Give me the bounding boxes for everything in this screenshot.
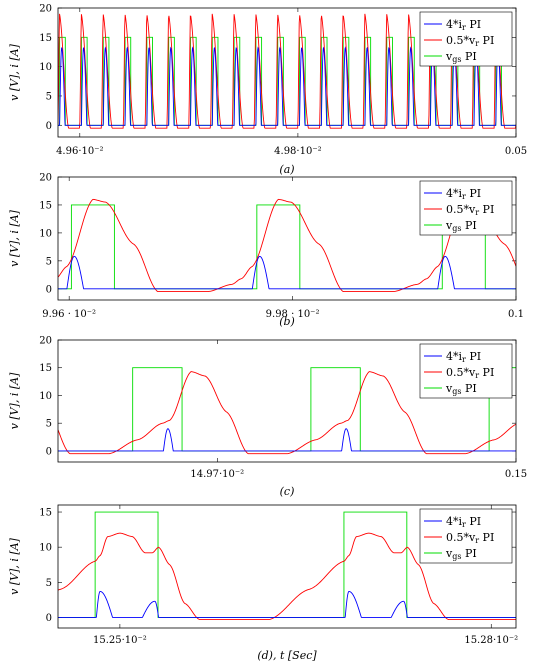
series-ir bbox=[58, 46, 516, 126]
y-tick-label: 10 bbox=[39, 228, 52, 239]
y-tick-label: 20 bbox=[39, 4, 52, 15]
y-tick-label: 0 bbox=[46, 613, 52, 624]
y-axis-label: v [V], i [A] bbox=[8, 209, 21, 266]
y-tick-label: 0 bbox=[46, 121, 52, 132]
y-tick-label: 15 bbox=[39, 508, 52, 519]
y-tick-label: 15 bbox=[39, 363, 52, 374]
x-tick-label: 14.97·10⁻² bbox=[190, 469, 244, 480]
plot-area bbox=[58, 367, 516, 455]
series-vr bbox=[58, 198, 516, 293]
y-tick-label: 10 bbox=[39, 62, 52, 73]
legend: 4*ir PI 0.5*vr PI vgs PI bbox=[419, 11, 513, 67]
chart-panel-3: 0 5 10 15 20 14.97·10⁻² 0.15 v [V], i [A] (c) 4*i… bbox=[8, 336, 527, 499]
y-tick-label: 5 bbox=[46, 256, 52, 267]
series-ir bbox=[58, 590, 516, 618]
legend-entry: 4*ir PI bbox=[446, 187, 481, 201]
legend-entry: 4*ir PI bbox=[446, 350, 481, 364]
axes-frame bbox=[57, 504, 517, 629]
panel-caption: (b) bbox=[279, 315, 295, 328]
chart-panel-2: 0 5 10 15 20 9.96 · 10⁻² 9.98 · 10⁻² 0.1 v [V], … bbox=[8, 173, 524, 329]
chart-panel-1: 0 5 10 15 20 4.96·10⁻² 4.98·10⁻² 0.05 v [V], i [… bbox=[8, 4, 527, 177]
legend: 4*ir PI 0.5*vr PI vgs PI bbox=[419, 180, 513, 236]
plot-area bbox=[58, 198, 516, 293]
y-tick-label: 20 bbox=[39, 173, 52, 184]
legend-entry: vgs PI bbox=[445, 382, 477, 396]
y-tick-label: 5 bbox=[46, 578, 52, 589]
legend-entry: 4*ir PI bbox=[446, 515, 481, 529]
legend-entry: 4*ir PI bbox=[446, 18, 481, 32]
x-tick-label: 4.96·10⁻² bbox=[56, 146, 103, 157]
plot-area bbox=[58, 13, 516, 129]
series-vr bbox=[58, 13, 516, 129]
axes-frame bbox=[57, 176, 517, 301]
legend: 4*ir PI 0.5*vr PI vgs PI bbox=[419, 343, 513, 399]
plot-area bbox=[58, 511, 516, 621]
y-tick-label: 5 bbox=[46, 91, 52, 102]
series-ir bbox=[58, 428, 516, 452]
legend-entry: 0.5*vr PI bbox=[446, 366, 494, 380]
panel-caption: (c) bbox=[280, 485, 295, 498]
legend-entry: 0.5*vr PI bbox=[446, 203, 494, 217]
panel-caption: (a) bbox=[279, 163, 294, 176]
chart-panel-4: 0 5 10 15 15.25·10⁻² 15.28·10⁻² v [V], i [A] (d… bbox=[8, 504, 518, 662]
y-tick-label: 10 bbox=[39, 543, 52, 554]
y-tick-label: 20 bbox=[39, 336, 52, 347]
series-ir bbox=[58, 255, 516, 290]
legend-entry: vgs PI bbox=[445, 219, 477, 233]
y-axis-label: v [V], i [A] bbox=[8, 537, 21, 594]
axes-frame bbox=[57, 339, 517, 463]
legend: 4*ir PI 0.5*vr PI vgs PI bbox=[419, 508, 513, 564]
axes-frame bbox=[57, 7, 517, 138]
y-tick-label: 15 bbox=[39, 33, 52, 44]
series-vr bbox=[58, 371, 516, 455]
y-axis-label: v [V], i [A] bbox=[8, 372, 21, 429]
x-tick-label: 9.98 · 10⁻² bbox=[266, 309, 320, 320]
y-tick-label: 5 bbox=[46, 419, 52, 430]
x-tick-label: 9.96 · 10⁻² bbox=[42, 309, 96, 320]
panel-caption: (d), t [Sec] bbox=[257, 649, 317, 662]
series-vr bbox=[58, 532, 516, 621]
legend-entry: vgs PI bbox=[445, 547, 477, 561]
y-tick-label: 0 bbox=[46, 446, 52, 457]
y-tick-label: 0 bbox=[46, 284, 52, 295]
legend-entry: 0.5*vr PI bbox=[446, 34, 494, 48]
legend-entry: vgs PI bbox=[445, 50, 477, 64]
x-tick-label: 0.1 bbox=[508, 309, 524, 320]
x-tick-label: 15.25·10⁻² bbox=[93, 635, 147, 646]
x-tick-label: 0.15 bbox=[505, 469, 527, 480]
legend-entry: 0.5*vr PI bbox=[446, 531, 494, 545]
x-tick-label: 15.28·10⁻² bbox=[464, 635, 518, 646]
x-tick-label: 4.98·10⁻² bbox=[274, 146, 321, 157]
x-tick-label: 0.05 bbox=[505, 146, 527, 157]
y-tick-label: 15 bbox=[39, 200, 52, 211]
y-axis-label: v [V], i [A] bbox=[8, 43, 21, 100]
y-tick-label: 10 bbox=[39, 391, 52, 402]
